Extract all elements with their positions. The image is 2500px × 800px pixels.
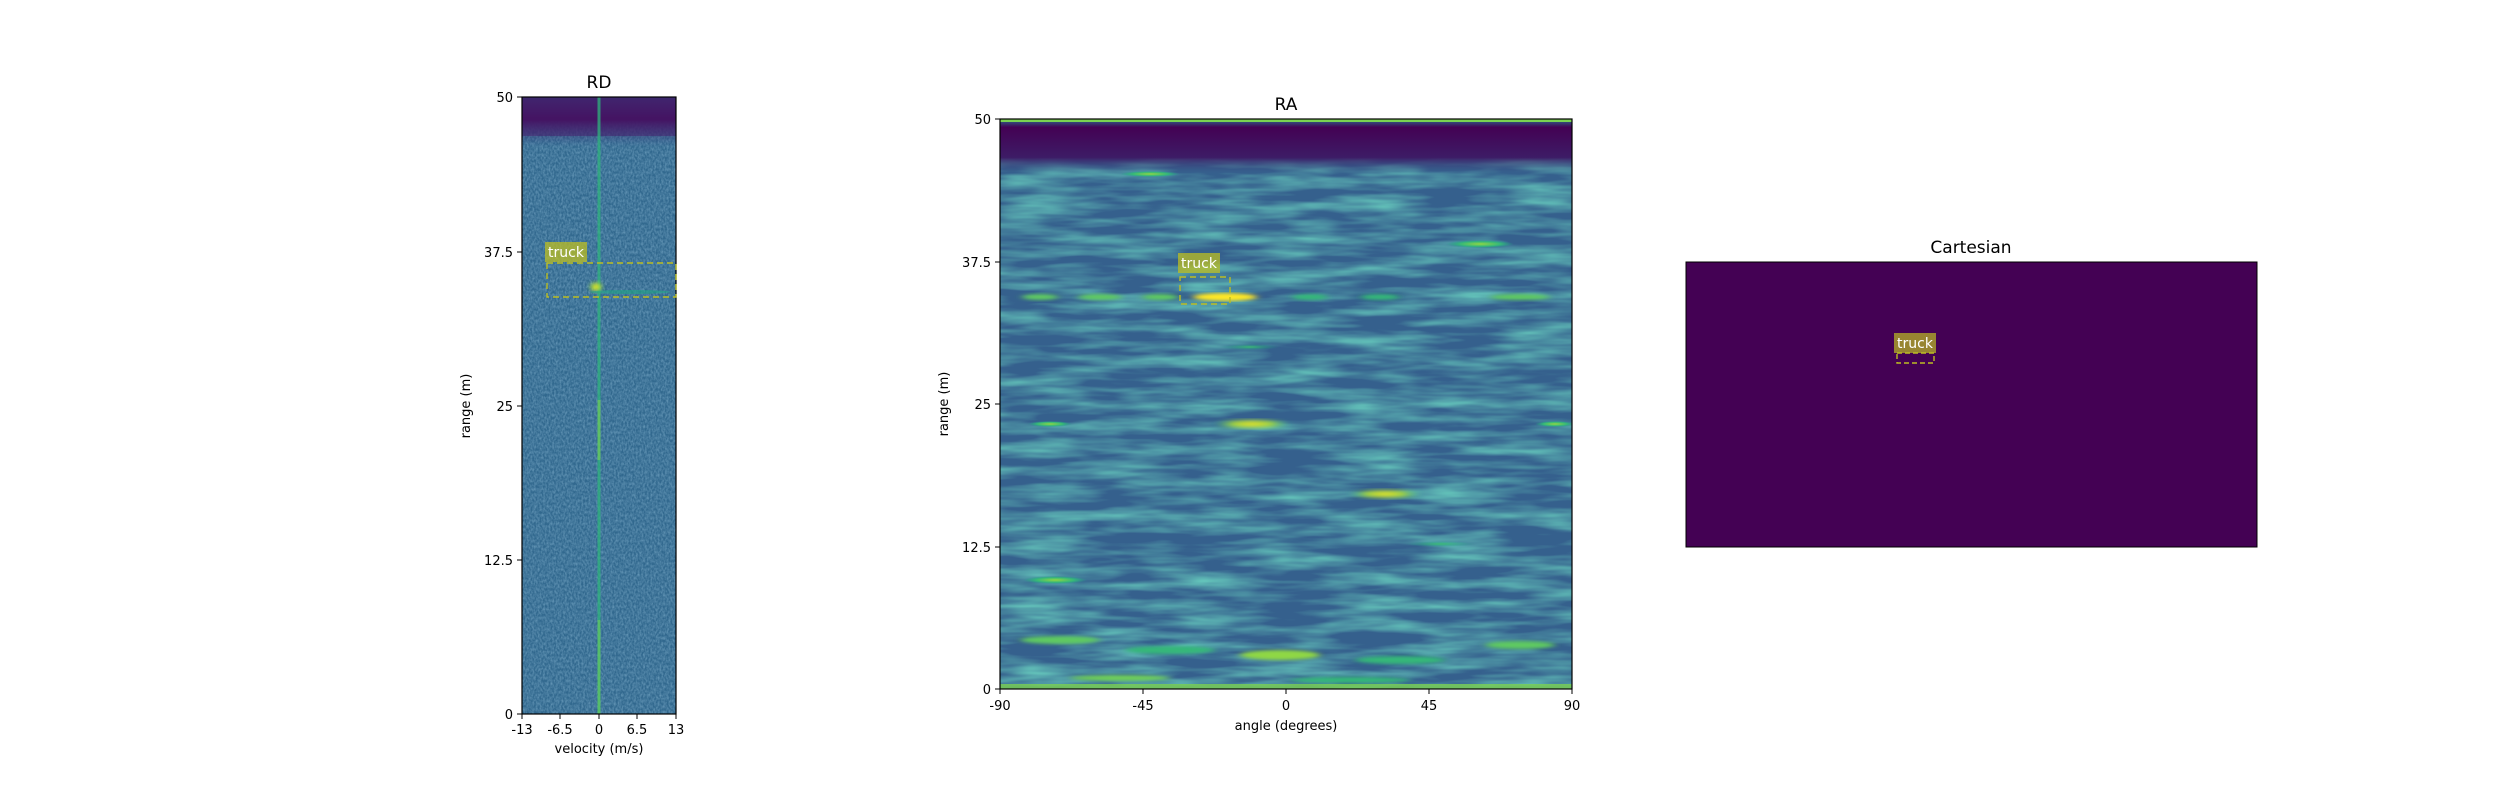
rd-xtick: -6.5 <box>547 723 572 738</box>
ra-truck-label: truck <box>1181 256 1218 272</box>
cartesian-truck-label: truck <box>1897 336 1934 352</box>
rd-panel: RD truck 0 12.5 25 37.5 <box>459 73 684 757</box>
ra-x-axis: -90 -45 0 45 90 <box>989 689 1580 714</box>
rd-heatmap <box>522 97 676 714</box>
ra-ytick: 0 <box>983 683 991 698</box>
ra-ytick: 50 <box>974 113 991 128</box>
ra-ytick: 37.5 <box>962 256 991 271</box>
ra-xtick: -90 <box>989 699 1010 714</box>
rd-xtick: 0 <box>595 723 603 738</box>
ra-xtick: 0 <box>1282 699 1290 714</box>
ra-xtick: 45 <box>1421 699 1438 714</box>
rd-title: RD <box>587 73 612 93</box>
rd-truck-box <box>546 262 677 298</box>
rd-xlabel: velocity (m/s) <box>555 742 644 757</box>
rd-ytick: 50 <box>496 91 513 106</box>
rd-xtick: 13 <box>668 723 685 738</box>
ra-xtick: -45 <box>1132 699 1153 714</box>
rd-ytick: 12.5 <box>484 554 513 569</box>
ra-panel: RA <box>937 95 1580 734</box>
ra-xtick: 90 <box>1564 699 1581 714</box>
rd-ytick: 37.5 <box>484 246 513 261</box>
rd-x-axis: -13 -6.5 0 6.5 13 <box>511 714 684 738</box>
cartesian-panel: Cartesian truck <box>1685 238 2258 548</box>
rd-ylabel: range (m) <box>459 374 474 439</box>
ra-title: RA <box>1275 95 1298 115</box>
rd-truck-label: truck <box>548 245 585 261</box>
ra-ylabel: range (m) <box>937 372 952 437</box>
cartesian-title: Cartesian <box>1930 238 2011 258</box>
cartesian-canvas <box>1685 261 2258 548</box>
ra-y-axis: 0 12.5 25 37.5 50 <box>962 113 1000 698</box>
rd-y-axis: 0 12.5 25 37.5 50 <box>484 91 522 723</box>
ra-heatmap <box>1000 119 1572 689</box>
rd-ytick: 25 <box>496 400 513 415</box>
rd-xtick: 6.5 <box>627 723 648 738</box>
ra-xlabel: angle (degrees) <box>1235 719 1338 734</box>
ra-truck-box <box>1179 276 1231 305</box>
rd-ytick: 0 <box>505 708 513 723</box>
rd-xtick: -13 <box>511 723 532 738</box>
ra-ytick: 12.5 <box>962 541 991 556</box>
ra-ytick: 25 <box>974 398 991 413</box>
